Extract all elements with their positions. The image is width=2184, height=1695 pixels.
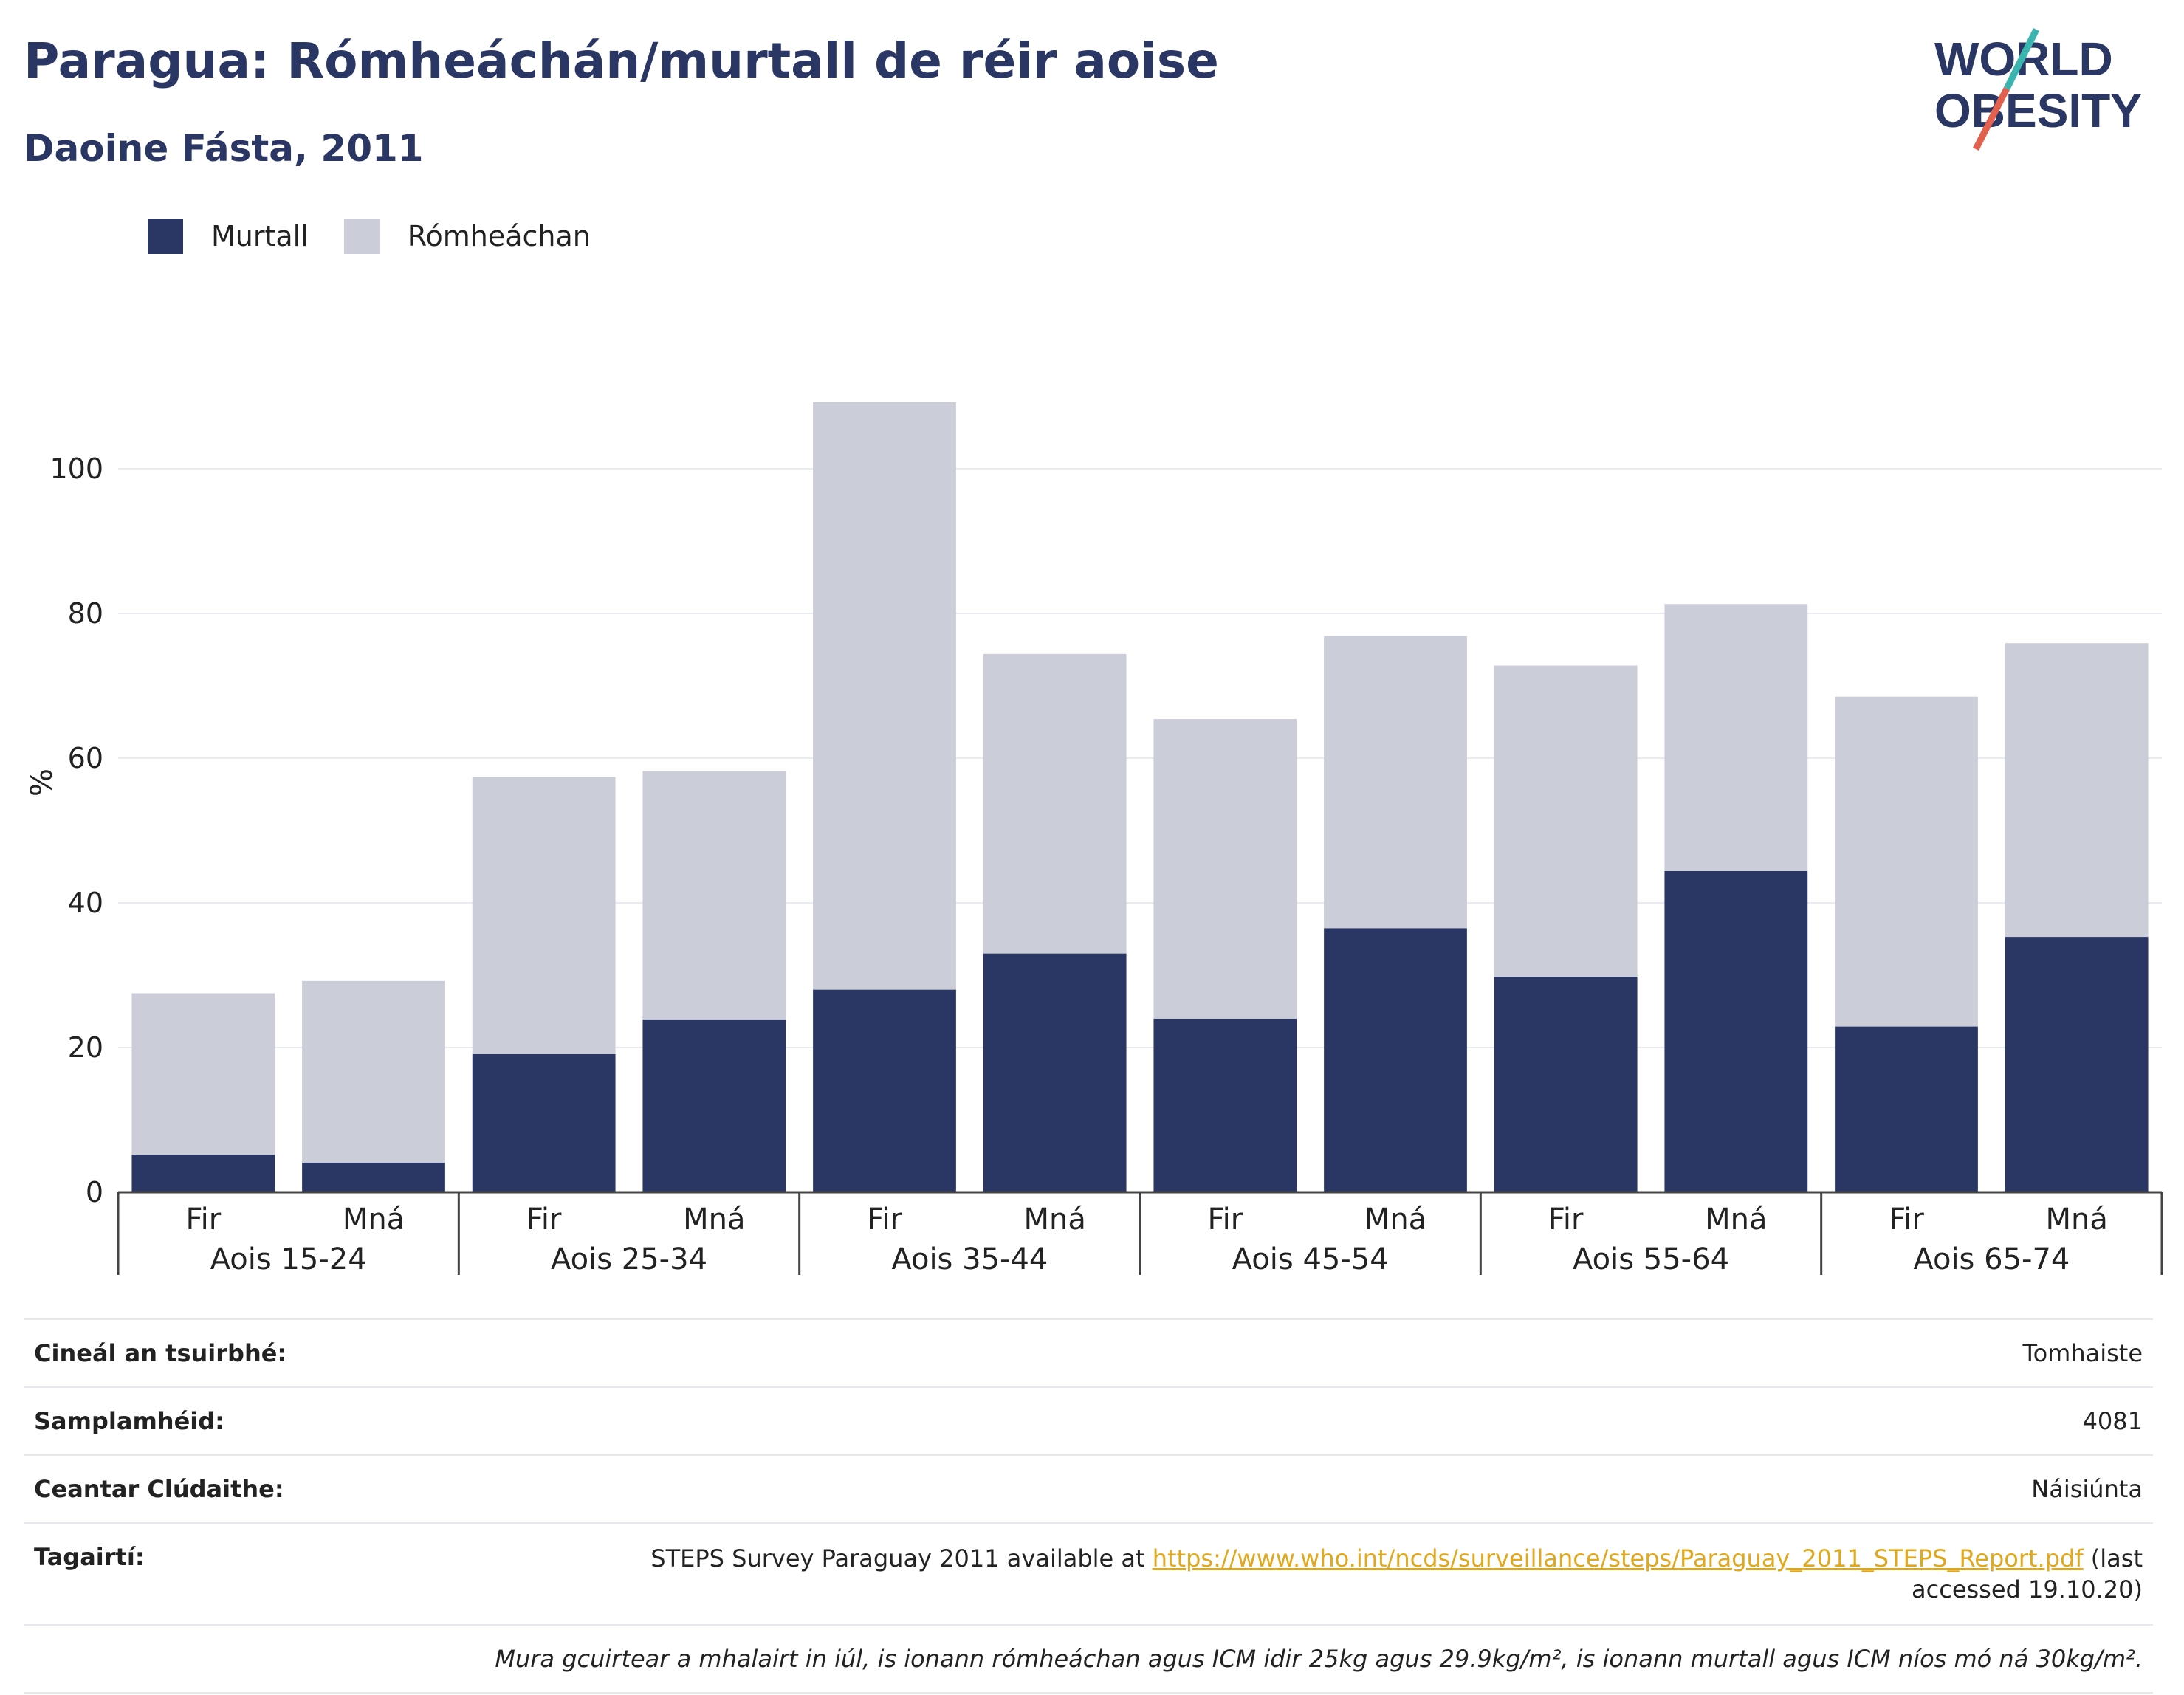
survey-type-label: Cineál an tsuirbhé: bbox=[34, 1339, 287, 1367]
bar-romheachan bbox=[1835, 696, 1978, 1027]
world-obesity-logo: WORLD OBESITY bbox=[1934, 27, 2142, 151]
bar-romheachan bbox=[1153, 719, 1297, 1019]
info-row-sample-size: Samplamhéid: 4081 bbox=[24, 1386, 2153, 1454]
y-tick-label: 80 bbox=[68, 597, 103, 630]
bar-murtall bbox=[1324, 928, 1467, 1192]
info-row-area: Ceantar Clúdaithe: Náisiúnta bbox=[24, 1454, 2153, 1522]
group-label: Aois 65-74 bbox=[1913, 1242, 2070, 1276]
y-tick-label: 0 bbox=[86, 1176, 103, 1208]
legend-label-murtall: Murtall bbox=[211, 220, 309, 252]
bar-romheachan bbox=[1324, 636, 1467, 929]
x-tick-label: Fir bbox=[867, 1203, 902, 1237]
legend-swatch-murtall bbox=[148, 219, 183, 254]
info-row-note: Mura gcuirtear a mhalairt in iúl, is ion… bbox=[24, 1624, 2153, 1692]
bar-murtall bbox=[472, 1053, 616, 1192]
bar-murtall bbox=[642, 1019, 786, 1192]
y-tick-label: 60 bbox=[68, 742, 103, 774]
area-label: Ceantar Clúdaithe: bbox=[34, 1475, 284, 1503]
group-label: Aois 55-64 bbox=[1573, 1242, 1729, 1276]
area-value: Náisiúnta bbox=[2031, 1475, 2143, 1503]
y-tick-label: 40 bbox=[68, 887, 103, 919]
legend-label-romheachan: Rómheáchan bbox=[407, 220, 591, 252]
bar-murtall bbox=[983, 953, 1127, 1192]
bar-romheachan bbox=[1494, 665, 1638, 977]
group-label: Aois 15-24 bbox=[210, 1242, 367, 1276]
bar-romheachan bbox=[131, 993, 275, 1155]
x-tick-label: Mná bbox=[1364, 1203, 1426, 1237]
info-row-survey-type: Cineál an tsuirbhé: Tomhaiste bbox=[24, 1318, 2153, 1386]
sample-size-label: Samplamhéid: bbox=[34, 1407, 224, 1435]
x-tick-label: Mná bbox=[343, 1203, 405, 1237]
bar-murtall bbox=[131, 1155, 275, 1192]
chart-subtitle: Daoine Fásta, 2011 bbox=[24, 127, 424, 170]
x-tick-label: Fir bbox=[1548, 1203, 1584, 1237]
bar-murtall bbox=[2005, 937, 2149, 1192]
references-value: STEPS Survey Paraguay 2011 available at … bbox=[650, 1544, 2143, 1603]
x-tick-label: Mná bbox=[1023, 1203, 1085, 1237]
bar-romheachan bbox=[642, 771, 786, 1020]
group-label: Aois 35-44 bbox=[891, 1242, 1048, 1276]
references-label: Tagairtí: bbox=[34, 1543, 145, 1571]
y-tick-label: 100 bbox=[49, 453, 103, 485]
bar-murtall bbox=[813, 989, 956, 1192]
stacked-bar-chart: 0 20 40 60 80 100% Fir Mná Fir Mná Fir Mná Fir Mná Fir… bbox=[25, 402, 2163, 1276]
logo-slash-red bbox=[1972, 86, 2010, 151]
reference-link[interactable]: https://www.who.int/ncds/surveillance/st… bbox=[1152, 1544, 2084, 1572]
chart-title: Paragua: Rómheáchán/murtall de réir aois… bbox=[24, 32, 1219, 89]
bar-romheachan bbox=[2005, 643, 2149, 938]
x-tick-label: Mná bbox=[683, 1203, 745, 1237]
legend-item-romheachan: Rómheáchan bbox=[343, 219, 591, 254]
survey-type-value: Tomhaiste bbox=[2022, 1339, 2143, 1367]
y-tick-label: 20 bbox=[68, 1031, 103, 1064]
x-tick-label: Fir bbox=[1208, 1203, 1243, 1237]
bar-romheachan bbox=[983, 653, 1127, 954]
definition-note: Mura gcuirtear a mhalairt in iúl, is ion… bbox=[495, 1645, 2143, 1673]
logo-word-obesity: OBESITY bbox=[1934, 84, 2142, 137]
legend-swatch-romheachan bbox=[343, 219, 380, 254]
bar-murtall bbox=[1835, 1026, 1978, 1192]
x-tick-label: Fir bbox=[1889, 1203, 1924, 1237]
group-label: Aois 25-34 bbox=[551, 1242, 707, 1276]
info-row-references: Tagairtí: STEPS Survey Paraguay 2011 ava… bbox=[24, 1522, 2153, 1624]
x-tick-label: Mná bbox=[1705, 1203, 1767, 1237]
bar-murtall bbox=[1664, 870, 1808, 1192]
group-label: Aois 45-54 bbox=[1232, 1242, 1389, 1276]
bar-murtall bbox=[1153, 1018, 1297, 1192]
bar-romheachan bbox=[302, 980, 445, 1163]
bar-romheachan bbox=[472, 777, 616, 1054]
bar-murtall bbox=[302, 1162, 445, 1192]
y-axis-label: % bbox=[25, 769, 59, 797]
bar-romheachan bbox=[1664, 604, 1808, 871]
bar-romheachan bbox=[813, 402, 956, 990]
x-tick-label: Fir bbox=[526, 1203, 562, 1237]
legend: Murtall Rómheáchan bbox=[148, 219, 626, 254]
legend-item-murtall: Murtall bbox=[148, 219, 309, 254]
logo-slash-teal bbox=[2003, 27, 2040, 91]
sample-size-value: 4081 bbox=[2082, 1407, 2143, 1435]
x-tick-label: Mná bbox=[2045, 1203, 2107, 1237]
x-tick-label: Fir bbox=[186, 1203, 222, 1237]
bar-murtall bbox=[1494, 976, 1638, 1192]
survey-info-table: Cineál an tsuirbhé: Tomhaiste Samplamhéi… bbox=[24, 1318, 2153, 1694]
